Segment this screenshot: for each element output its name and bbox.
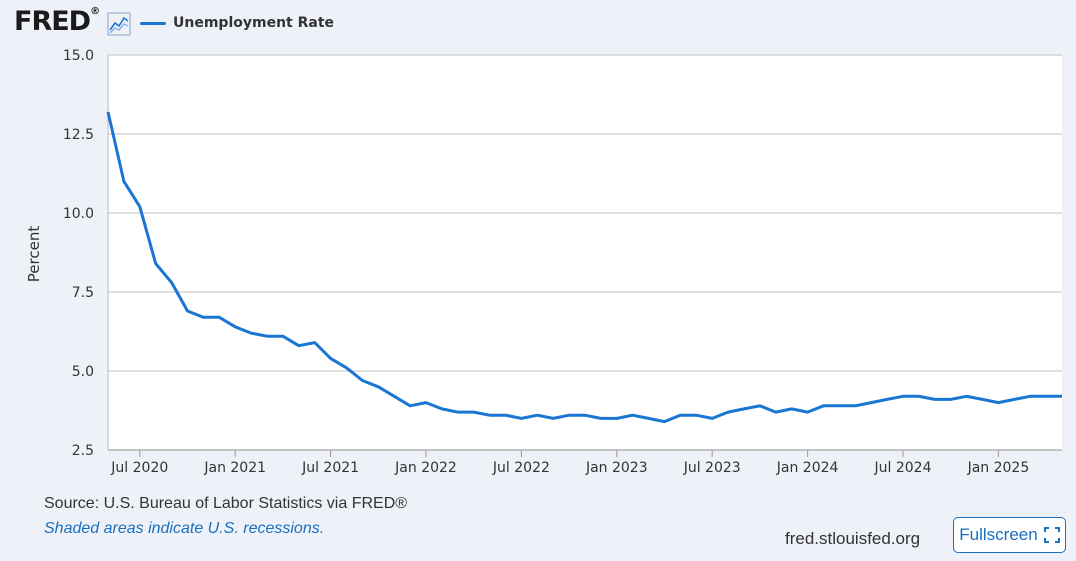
x-tick-label: Jan 2022 [394, 460, 457, 476]
line-graph-icon [107, 12, 131, 36]
recession-note[interactable]: Shaded areas indicate U.S. recessions. [44, 520, 325, 537]
series-lines [106, 111, 1062, 424]
legend-swatch [140, 21, 166, 25]
grid-lines [107, 54, 1062, 451]
chart-legend: Unemployment Rate [140, 15, 334, 31]
x-tick-label: Jan 2024 [776, 460, 839, 476]
plot-area [108, 55, 1062, 450]
y-axis-label: Percent [25, 226, 43, 283]
logo-mark: ® [90, 6, 100, 17]
x-tick-label: Jul 2020 [110, 460, 168, 476]
expand-icon [1043, 527, 1060, 543]
y-tick-label: 15.0 [63, 48, 94, 64]
y-tick-label: 10.0 [63, 206, 94, 222]
logo-text: FRED [14, 6, 91, 37]
series-line[interactable] [106, 111, 1062, 424]
x-tick-label: Jan 2025 [967, 460, 1030, 476]
y-tick-label: 5.0 [72, 364, 94, 380]
fullscreen-label: Fullscreen [959, 525, 1038, 544]
x-tick-label: Jul 2022 [492, 460, 550, 476]
line-chart: 15.012.510.07.55.02.5 Jul 2020 Jan 2021 Ju… [25, 48, 1062, 476]
fullscreen-button[interactable]: Fullscreen [953, 517, 1066, 553]
x-tick-label: Jul 2024 [874, 460, 932, 476]
x-tick-label: Jul 2023 [683, 460, 741, 476]
source-text: Source: U.S. Bureau of Labor Statistics … [44, 495, 408, 512]
x-tick-label: Jan 2023 [585, 460, 648, 476]
fred-logo[interactable]: FRED® [14, 6, 100, 37]
y-tick-label: 7.5 [72, 285, 94, 301]
y-axis-ticks: 15.0 12.5 10.0 7.5 5.0 2.5 [63, 48, 94, 459]
site-url[interactable]: fred.stlouisfed.org [785, 529, 921, 548]
y-tick-label: 2.5 [72, 443, 94, 459]
legend-label: Unemployment Rate [173, 15, 335, 31]
x-axis-ticks: Jul 2020 Jan 2021 Jul 2021 Jan 2022 Jul 2022… [110, 450, 1029, 476]
x-tick-label: Jul 2021 [301, 460, 359, 476]
y-tick-label: 12.5 [63, 127, 94, 143]
x-tick-label: Jan 2021 [203, 460, 266, 476]
